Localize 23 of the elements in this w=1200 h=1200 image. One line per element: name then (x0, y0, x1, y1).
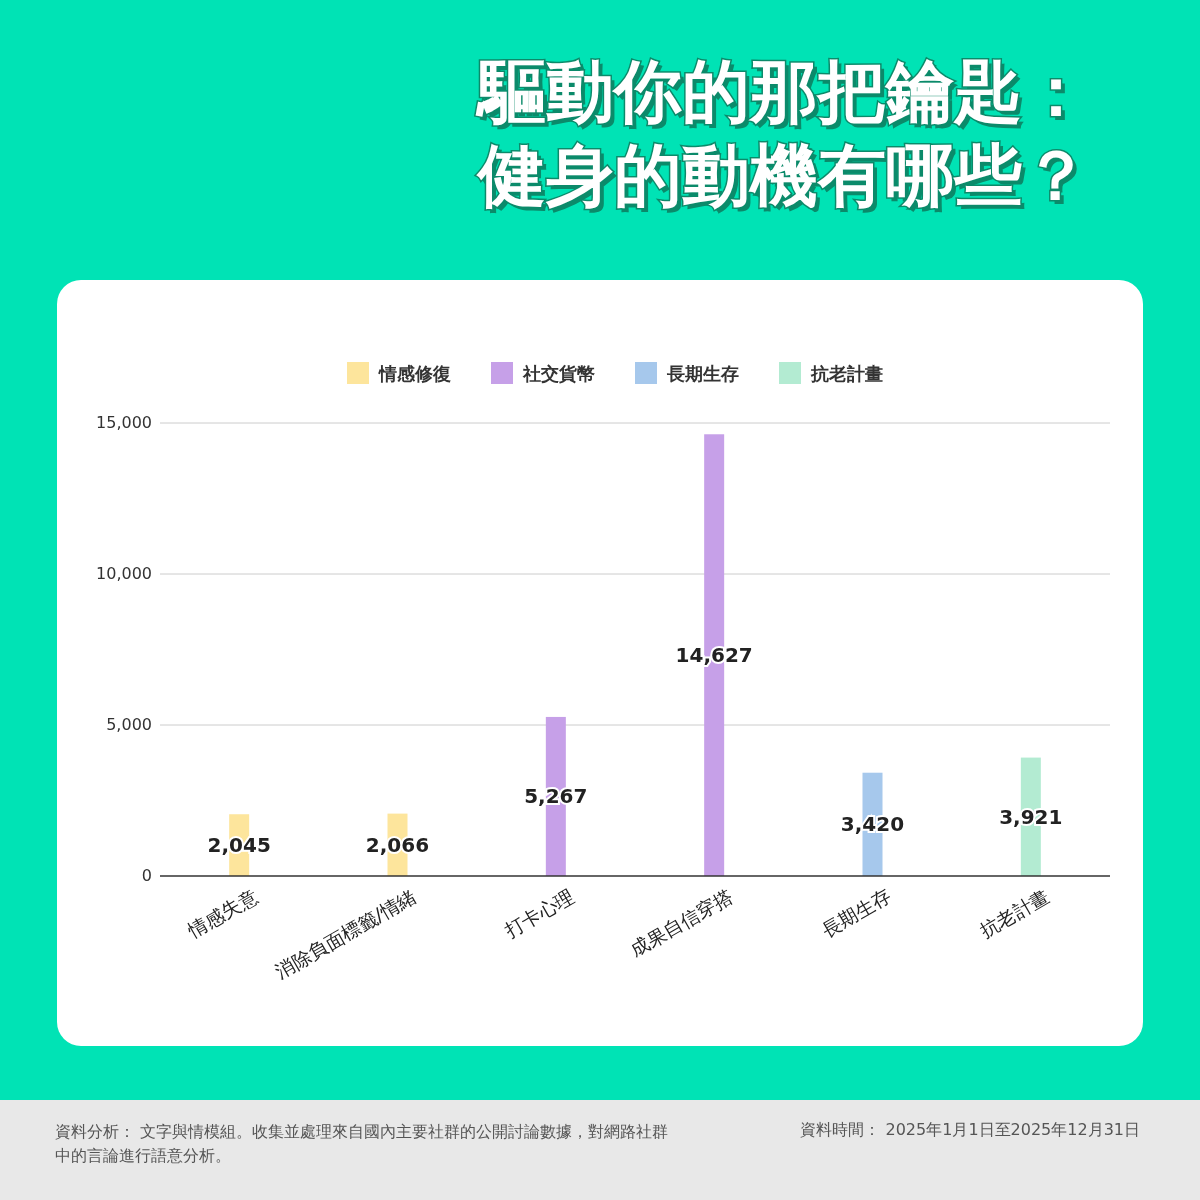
legend-label: 情感修復 (378, 363, 451, 384)
y-tick-label: 15,000 (96, 413, 152, 432)
data-label: 2,045 (207, 833, 271, 858)
x-tick-label: 消除負面標籤/情緒 (271, 884, 420, 983)
x-tick-label: 成果自信穿搭 (626, 884, 737, 961)
y-tick-label: 5,000 (106, 715, 152, 734)
data-label: 14,627 (675, 643, 753, 668)
y-tick-label: 10,000 (96, 564, 152, 583)
text: 資料分析： 文字與情模組。收集並處理來自國內主要社群的公開討論數據，對網路社群中的言論進行語意分析。 (55, 1121, 670, 1167)
text: 資料時間： 2025年1月1日至2025年12月31日 (800, 1120, 1140, 1141)
data-label: 3,921 (999, 804, 1063, 829)
data-label: 5,267 (524, 784, 588, 809)
x-tick-label: 情感失意 (183, 884, 262, 942)
chart-title: 驅動你的那把鑰匙：健身的動機有哪些？ (474, 51, 1090, 217)
x-tick-label: 打卡心理 (500, 884, 578, 942)
data-label: 2,066 (365, 832, 430, 857)
data-label: 3,420 (840, 812, 905, 837)
legend-label: 抗老計畫 (810, 363, 883, 384)
x-tick-label: 抗老計畫 (976, 884, 1053, 942)
x-tick-label: 長期生存 (817, 884, 895, 942)
legend-label: 長期生存 (666, 363, 739, 384)
y-tick-label: 0 (141, 866, 152, 885)
legend-label: 社交貨幣 (522, 363, 595, 384)
